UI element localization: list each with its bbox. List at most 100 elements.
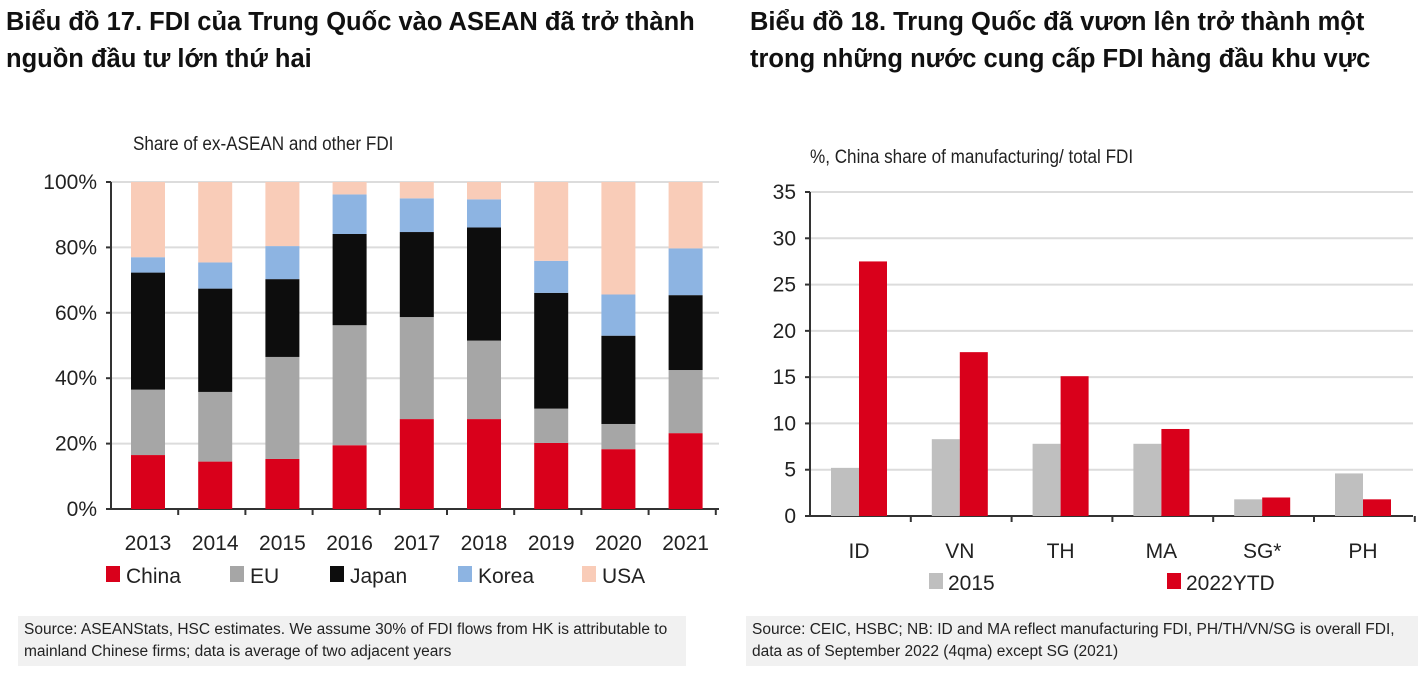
chart17-title: Biểu đồ 17. FDI của Trung Quốc vào ASEAN…: [6, 8, 695, 73]
c18-y-tick-label: 35: [773, 181, 796, 204]
c17-bar-japan-2016: [332, 233, 367, 326]
c18-legend-label-2015: 2015: [948, 572, 995, 595]
c17-bar-china-2016: [332, 445, 367, 509]
c18-bar-2015-ID: [831, 467, 859, 516]
c17-legend-swatch-china: [106, 566, 120, 582]
c17-x-tick-label: 2015: [259, 532, 306, 555]
c17-bar-japan-2018: [467, 227, 501, 341]
c17-bar-china-2013: [131, 455, 165, 509]
c18-x-tick-label: TH: [1047, 540, 1075, 563]
c17-y-tick-label: 0%: [67, 498, 97, 521]
c17-x-tick-label: 2014: [192, 532, 239, 555]
c18-y-tick-label: 15: [773, 366, 796, 389]
c18-x-tick-label: VN: [945, 540, 974, 563]
c18-y-tick-label: 20: [773, 320, 796, 343]
c17-bar-usa-2017: [399, 182, 434, 199]
c18-bar-2015-MA: [1133, 443, 1162, 516]
c17-bar-japan-2015: [265, 279, 300, 357]
c17-bar-japan-2020: [601, 335, 636, 424]
c17-legend-swatch-eu: [230, 566, 244, 582]
c17-bar-usa-2018: [467, 182, 501, 200]
c17-bar-korea-2019: [534, 260, 569, 293]
c17-legend-label-japan: Japan: [350, 565, 407, 588]
c17-bar-japan-2021: [668, 295, 703, 371]
c17-legend-label-china: China: [126, 565, 181, 588]
c17-bar-usa-2014: [198, 182, 233, 263]
c17-x-tick-label: 2020: [595, 532, 642, 555]
c17-x-tick-label: 2017: [393, 532, 440, 555]
c18-y-tick-label: 10: [773, 412, 796, 435]
c18-x-tick-label: SG*: [1243, 540, 1282, 563]
chart18-source-note: Source: CEIC, HSBC; NB: ID and MA reflec…: [746, 616, 1418, 666]
c18-bar-2022ytd-TH: [1060, 376, 1089, 516]
c17-bar-eu-2018: [467, 340, 501, 420]
c17-bar-eu-2015: [265, 356, 300, 459]
c17-bar-china-2015: [265, 458, 300, 509]
c17-legend-swatch-usa: [582, 566, 596, 582]
c17-bar-korea-2015: [265, 246, 300, 280]
c17-bar-china-2018: [467, 419, 501, 509]
c17-bar-korea-2016: [332, 194, 367, 234]
c18-y-tick-label: 25: [773, 274, 796, 297]
c18-x-tick-label: ID: [849, 540, 870, 563]
c17-x-tick-label: 2016: [326, 532, 373, 555]
c17-legend-label-eu: EU: [250, 565, 279, 588]
c18-y-tick-label: 0: [784, 505, 796, 528]
c17-bar-japan-2017: [399, 232, 434, 318]
c17-bar-korea-2017: [399, 198, 434, 233]
c17-legend-swatch-japan: [330, 566, 344, 582]
c18-bar-2015-TH: [1032, 443, 1061, 516]
c18-bar-2022ytd-SG*: [1262, 497, 1291, 516]
chart17-subtitle: Share of ex-ASEAN and other FDI: [133, 134, 394, 155]
c17-y-tick-label: 80%: [55, 236, 97, 259]
c18-x-tick-label: PH: [1348, 540, 1377, 563]
c17-bar-eu-2021: [668, 370, 703, 434]
c18-legend-label-2022ytd: 2022YTD: [1186, 572, 1275, 595]
c17-legend-label-korea: Korea: [478, 565, 534, 588]
chart18-title: Biểu đồ 18. Trung Quốc đã vươn lên trở t…: [750, 8, 1371, 73]
c17-bar-usa-2015: [265, 182, 300, 247]
c17-bar-korea-2018: [467, 199, 501, 228]
c17-y-tick-label: 100%: [43, 171, 97, 194]
c17-y-tick-label: 20%: [55, 433, 97, 456]
c18-bar-2022ytd-ID: [859, 261, 887, 516]
c17-bar-china-2019: [534, 442, 569, 509]
c17-bar-china-2017: [399, 419, 434, 509]
c18-bar-2022ytd-PH: [1363, 499, 1391, 516]
c18-bar-2015-VN: [931, 439, 960, 516]
c17-bar-eu-2017: [399, 317, 434, 420]
c17-bar-china-2014: [198, 461, 233, 509]
c18-bar-2015-SG*: [1234, 499, 1263, 516]
c17-bar-usa-2020: [601, 182, 636, 295]
c18-legend-swatch-2015: [929, 573, 943, 589]
c18-x-tick-label: MA: [1146, 540, 1178, 563]
c17-bar-eu-2013: [131, 389, 165, 456]
c18-bar-2022ytd-VN: [959, 352, 988, 516]
c17-x-tick-label: 2018: [461, 532, 508, 555]
c17-y-tick-label: 40%: [55, 367, 97, 390]
c17-legend-swatch-korea: [458, 566, 472, 582]
c17-y-tick-label: 60%: [55, 302, 97, 325]
c17-bar-usa-2016: [332, 182, 367, 195]
c17-bar-usa-2013: [131, 182, 165, 258]
c17-bar-japan-2019: [534, 292, 569, 409]
c17-bar-korea-2013: [131, 257, 165, 273]
c17-x-tick-label: 2013: [125, 532, 172, 555]
c17-bar-korea-2020: [601, 294, 636, 336]
c18-legend-swatch-2022ytd: [1167, 573, 1181, 589]
c17-bar-korea-2014: [198, 262, 233, 289]
c18-y-tick-label: 30: [773, 227, 796, 250]
c18-y-tick-label: 5: [784, 459, 796, 482]
c17-legend-label-usa: USA: [602, 565, 645, 588]
c17-bar-japan-2013: [131, 272, 165, 390]
c18-bar-2022ytd-MA: [1161, 428, 1190, 516]
c17-bar-china-2021: [668, 433, 703, 509]
c17-bar-usa-2019: [534, 182, 569, 261]
c18-bar-2015-PH: [1335, 473, 1363, 516]
chart18-subtitle: %, China share of manufacturing/ total F…: [810, 147, 1134, 168]
c17-bar-japan-2014: [198, 288, 233, 392]
c17-bar-eu-2016: [332, 325, 367, 446]
c17-bar-usa-2021: [668, 182, 703, 249]
c17-bar-eu-2020: [601, 423, 636, 450]
